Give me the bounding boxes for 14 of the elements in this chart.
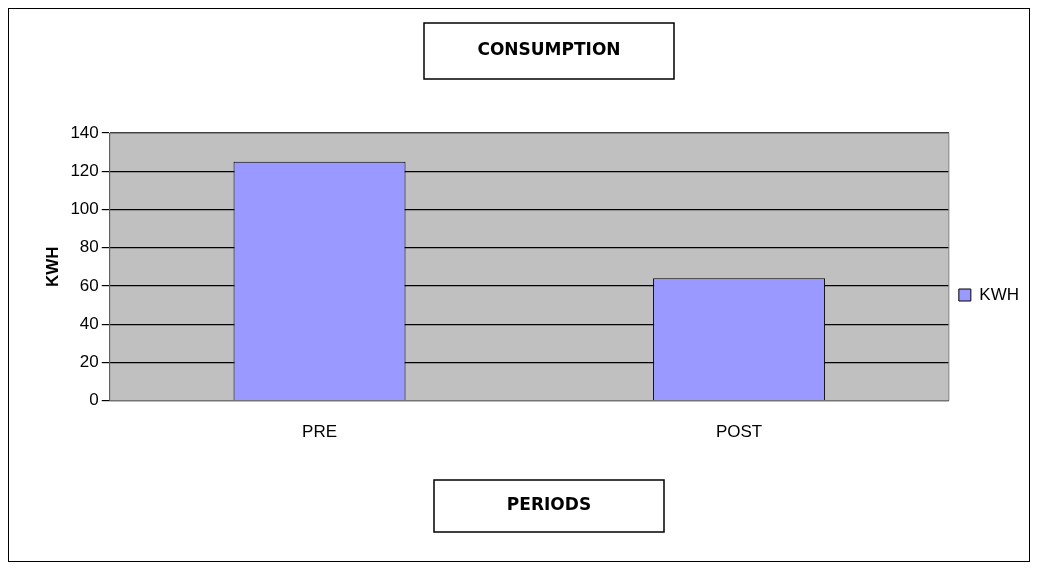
y-tick-label: 100 bbox=[70, 199, 99, 219]
x-tick-label: PRE bbox=[302, 422, 338, 442]
x-tick-label: POST bbox=[715, 422, 763, 442]
y-tick-label: 120 bbox=[70, 160, 99, 180]
y-tick-label: 20 bbox=[79, 352, 99, 372]
legend-label: KWH bbox=[979, 284, 1020, 304]
y-axis-title: KWH bbox=[42, 246, 62, 288]
y-tick-label: 40 bbox=[79, 313, 99, 333]
y-tick-label: 140 bbox=[70, 122, 99, 142]
x-axis-title: PERIODS bbox=[506, 494, 592, 515]
y-tick-label: 60 bbox=[79, 275, 99, 295]
chart-title: CONSUMPTION bbox=[477, 39, 621, 60]
y-tick-label: 0 bbox=[89, 390, 99, 410]
y-tick-label: 80 bbox=[79, 237, 99, 257]
